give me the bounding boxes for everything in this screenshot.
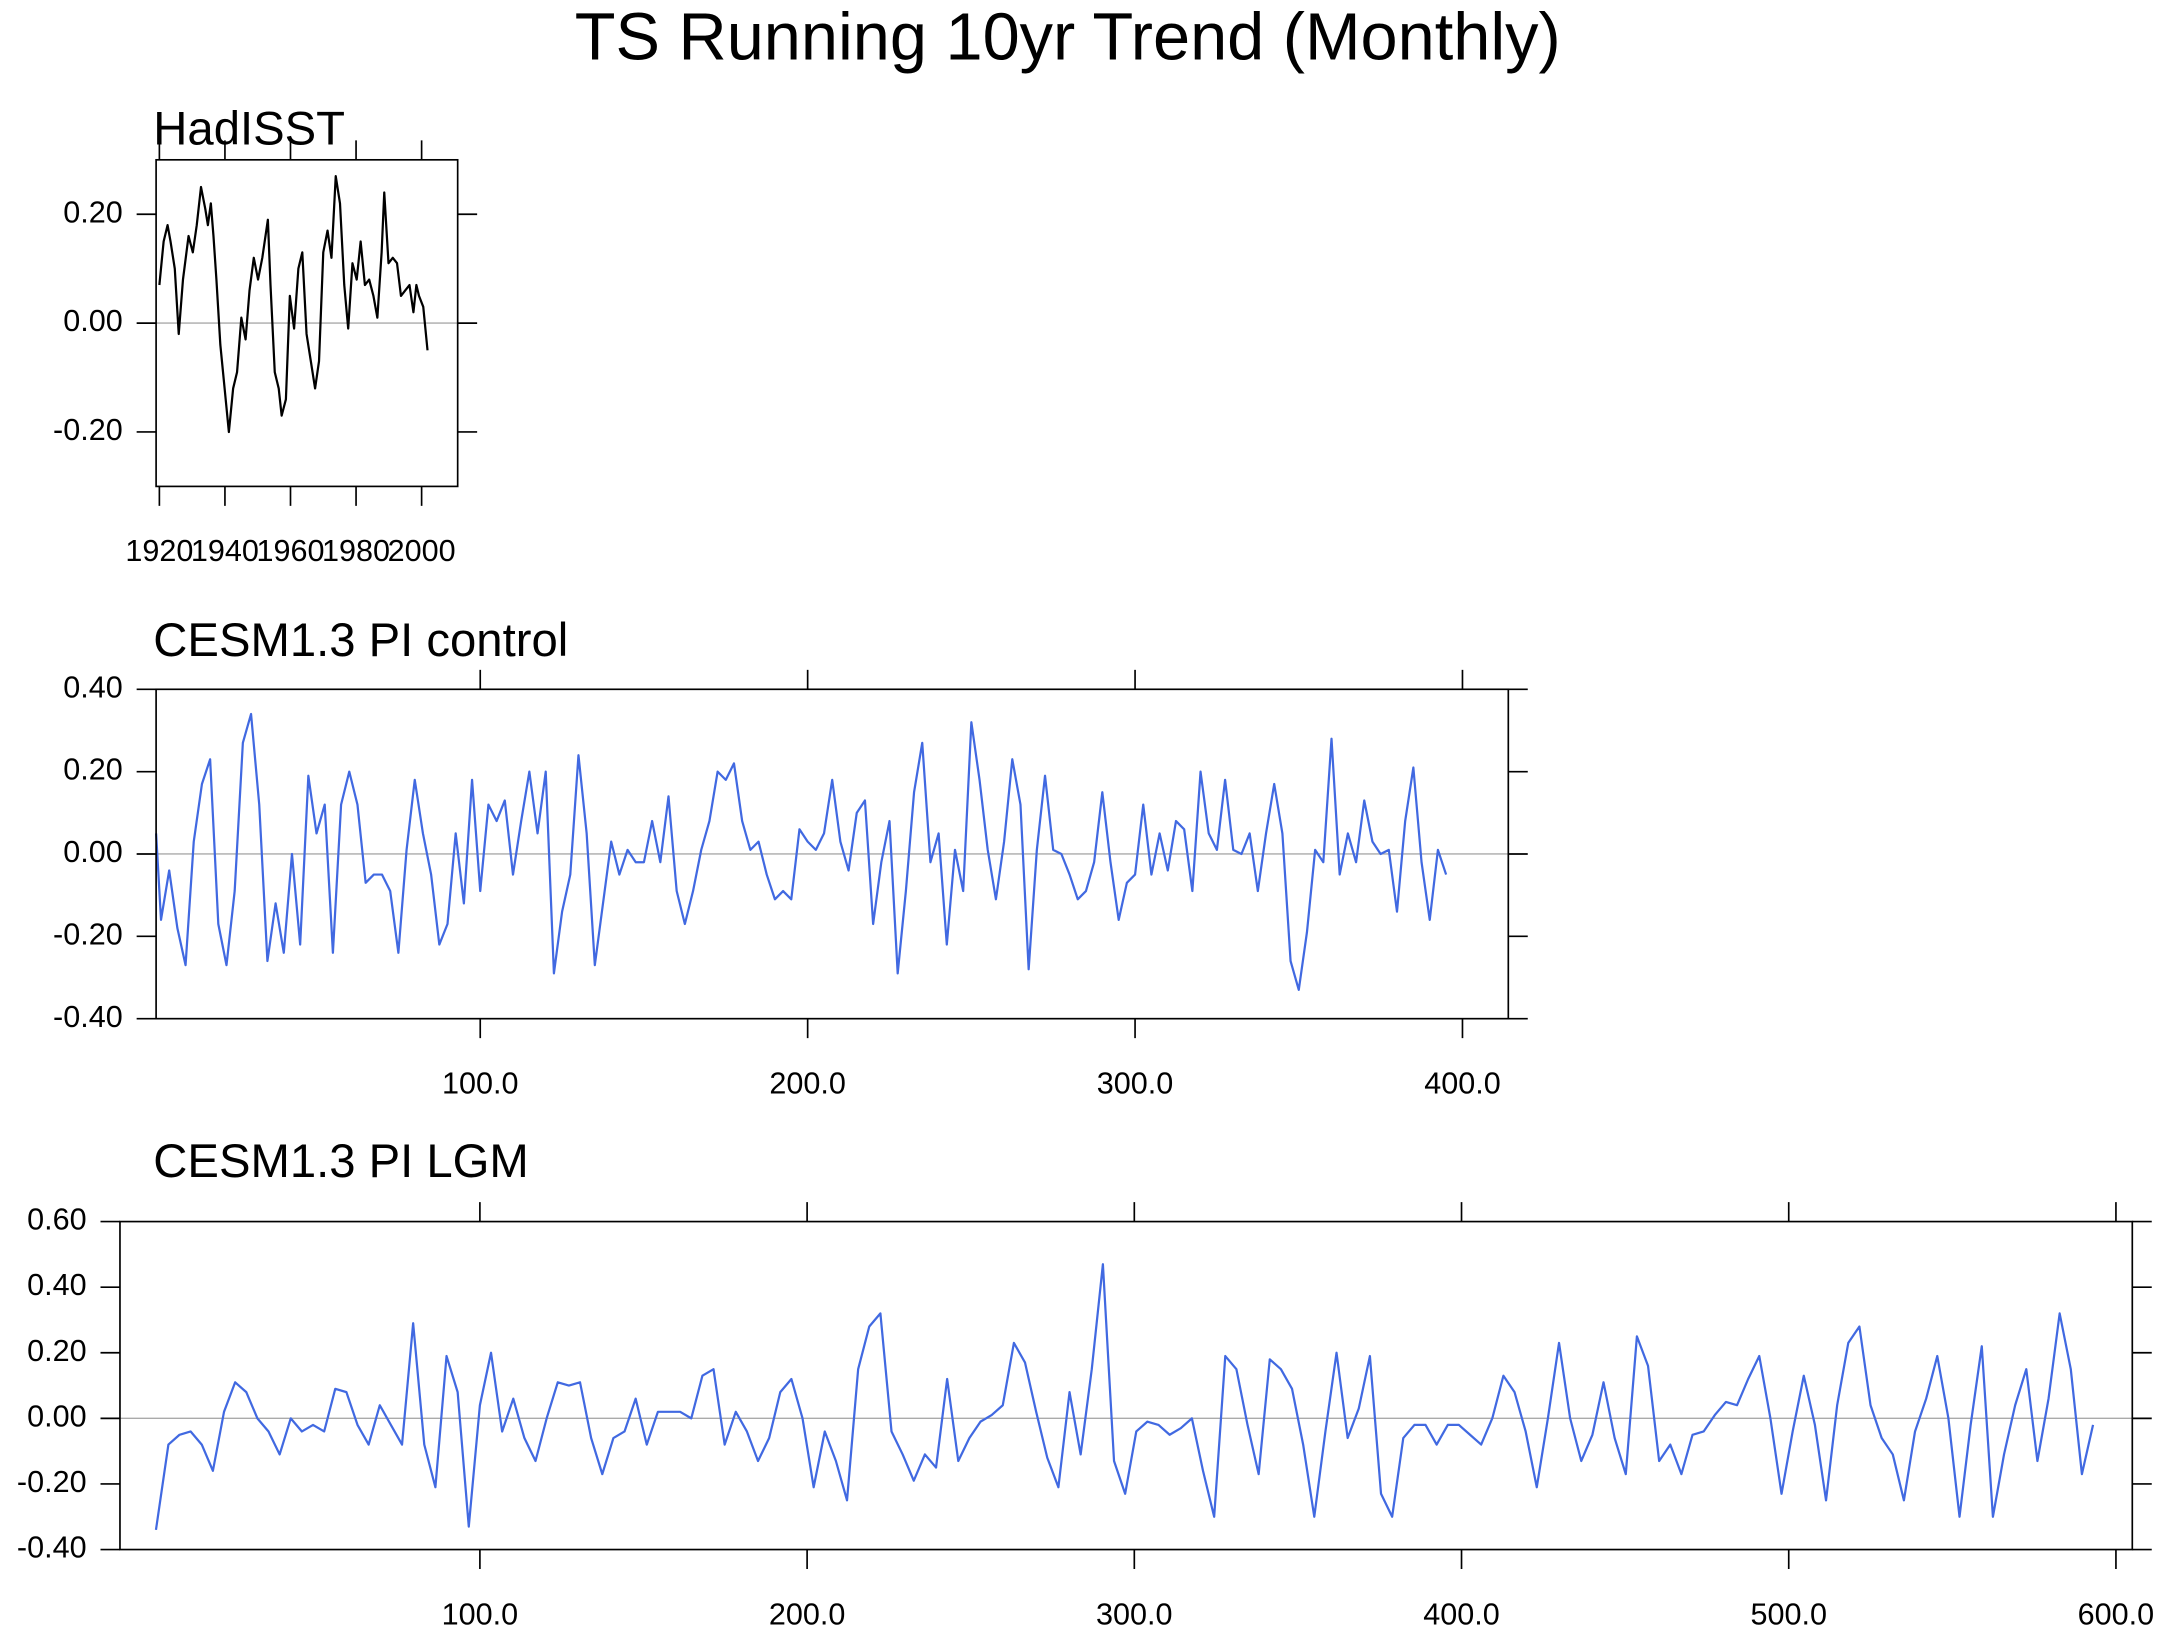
panel-title: CESM1.3 PI control [153,614,568,667]
y-tick-label: 0.40 [27,1268,86,1302]
panel-title: CESM1.3 PI LGM [153,1135,529,1188]
data-line [154,1263,2095,1531]
plot-frame [155,158,459,488]
y-tick-label: 0.00 [63,304,122,338]
x-tick-label: 1940 [191,534,259,568]
y-tick-label: 0.60 [27,1203,86,1237]
y-tick-label: 0.00 [27,1399,86,1433]
y-tick-label: 0.20 [27,1334,86,1368]
x-tick-label: 1980 [322,534,390,568]
x-tick-label: 1960 [256,534,324,568]
y-tick-label: 0.00 [63,835,122,869]
data-line [158,175,429,434]
y-tick-label: -0.40 [53,1000,123,1034]
x-tick-label: 100.0 [442,1597,518,1631]
plot-frame [155,688,1510,1020]
y-tick-label: -0.20 [53,413,123,447]
x-tick-label: 200.0 [769,1066,845,1100]
y-tick-label: -0.20 [17,1465,87,1499]
x-tick-label: 300.0 [1096,1597,1172,1631]
x-tick-label: 500.0 [1750,1597,1826,1631]
y-tick-label: 0.20 [63,195,122,229]
y-tick-label: 0.40 [63,670,122,704]
plot-frame [119,1220,2134,1551]
data-line [154,712,1448,991]
x-tick-label: 2000 [388,534,456,568]
panel-title: HadISST [153,103,345,156]
x-tick-label: 400.0 [1424,1066,1500,1100]
x-tick-label: 600.0 [2078,1597,2154,1631]
x-tick-label: 400.0 [1423,1597,1499,1631]
y-tick-label: 0.20 [63,753,122,787]
y-tick-label: -0.40 [17,1531,87,1565]
x-tick-label: 100.0 [442,1066,518,1100]
figure-title: TS Running 10yr Trend (Monthly) [575,0,1561,74]
x-tick-label: 1920 [125,534,193,568]
x-tick-label: 300.0 [1097,1066,1173,1100]
x-tick-label: 200.0 [769,1597,845,1631]
y-tick-label: -0.20 [53,917,123,951]
